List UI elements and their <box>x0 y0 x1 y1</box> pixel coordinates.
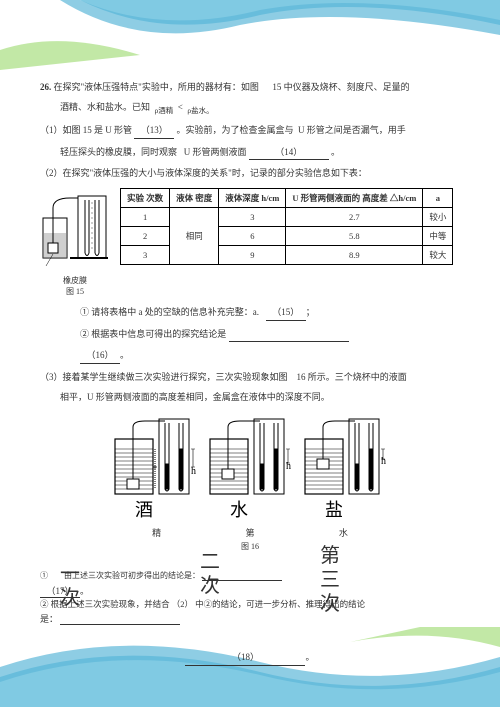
th-density: 液体 密度 <box>170 189 219 208</box>
figure-15-caption: 图 15 <box>40 286 110 297</box>
blank-17-row: （17）。 <box>40 584 89 598</box>
label-salt: 盐 <box>325 500 343 520</box>
data-table: 实验 次数 液体 密度 液体深度 h/cm U 形管两侧液面的 高度差 △h/c… <box>120 188 453 265</box>
fig16-sublabels: 精 第 水 <box>110 526 390 539</box>
svg-text:h: h <box>286 461 291 472</box>
blank-16: （16） <box>80 348 120 363</box>
q3-sub1: ① 由上述三次实验可初步得出的结论是： <box>40 570 460 581</box>
q3-sub2-line2: 是： <box>40 612 180 625</box>
part1-line1: （1）如图 15 是 U 形管 （13） 。实验前，为了检查金属盒与 U 形管之… <box>40 123 460 138</box>
part1-line2: 轻压探头的橡皮膜，同时观察 U 形管两侧液面 （14） 。 <box>40 145 460 160</box>
blank-14: （14） <box>249 145 329 160</box>
question-number: 26. <box>40 82 51 92</box>
figure-16-svg: h <box>110 414 390 524</box>
figure-16: h <box>40 414 460 552</box>
label-water: 水 <box>230 500 248 520</box>
q2-blank16-line2: （16）。 <box>40 348 460 363</box>
blank-13: （13） <box>134 123 174 138</box>
blank-17: （17） <box>40 584 80 598</box>
th-trial: 实验 次数 <box>121 189 170 208</box>
blank-15: （15） <box>266 305 306 320</box>
blank-18: （18） <box>185 650 305 665</box>
q2-sub1: ① 请将表格中 a 处的空缺的信息补充完整：a. （15）； <box>40 305 460 320</box>
th-delta-h: U 形管两侧液面的 高度差 △h/cm <box>286 189 423 208</box>
svg-text:h: h <box>191 466 196 477</box>
q3-sub2: ② 根据上述三次实验现象，并结合 （2） 中②的结论，可进一步分析、推理得出的结… <box>40 598 460 610</box>
page-content: 26. 在探究"液体压强特点"实验中，所用的器材有：如图 15 中仪器及烧杯、刻… <box>40 80 460 672</box>
blank-18-row: （18）。 <box>40 650 460 665</box>
figure-16-caption: 图 16 <box>40 541 460 552</box>
q26-intro-line1: 26. 在探究"液体压强特点"实验中，所用的器材有：如图 15 中仪器及烧杯、刻… <box>40 80 460 94</box>
sequence-overlay: 一 次 二 次 第 三 次 ① 由上述三次实验可初步得出的结论是： （17）。 … <box>40 562 460 632</box>
table-row: 1 相同 3 2.7 较小 <box>121 208 453 227</box>
top-wave-decoration <box>0 0 500 70</box>
part3-line2: 相平，U 形管两侧液面的高度差相同，金属盒在液体中的深度不同。 <box>40 390 460 404</box>
figure-15: 橡皮膜 图 15 <box>40 188 110 297</box>
rubber-label: 橡皮膜 <box>40 275 110 286</box>
svg-text:h: h <box>381 456 386 467</box>
q26-intro-line2: 酒精、水和盐水。已知 ρ酒精 < ρ盐水。 <box>40 100 460 117</box>
q2-sub2: ② 根据表中信息可得出的探究结论是 <box>40 327 460 342</box>
label-alcohol: 酒 <box>135 500 153 520</box>
part2-line1: （2）在探究"液体压强的大小与液体深度的关系"时，记录的部分实验信息如下表： <box>40 166 460 180</box>
blank-16-line1 <box>229 327 349 342</box>
table-header-row: 实验 次数 液体 密度 液体深度 h/cm U 形管两侧液面的 高度差 △h/c… <box>121 189 453 208</box>
th-depth: 液体深度 h/cm <box>219 189 286 208</box>
th-a: a <box>423 189 453 208</box>
part3-line1: （3）接着某学生继续做三次实验进行探究，三次实验现象如图 16 所示。三个烧杯中… <box>40 370 460 384</box>
fig15-and-table-row: 橡皮膜 图 15 实验 次数 液体 密度 液体深度 h/cm U 形管两侧液面的… <box>40 188 460 297</box>
figure-15-svg <box>40 188 110 273</box>
